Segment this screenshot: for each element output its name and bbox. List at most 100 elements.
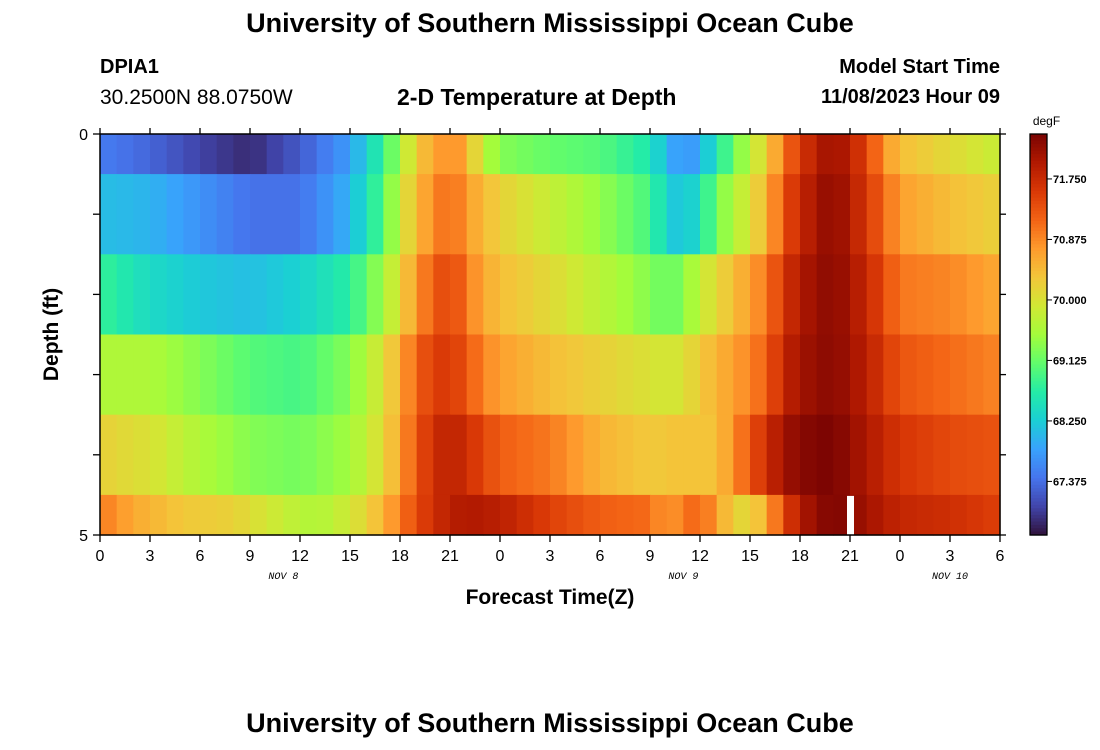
station-coordinates: 30.2500N 88.0750W <box>100 86 293 109</box>
heatmap-cell <box>266 494 284 536</box>
colorbar-swatch <box>1030 431 1047 436</box>
heatmap-cell <box>850 174 868 255</box>
colorbar-swatch <box>1030 134 1047 138</box>
colorbar-swatch <box>1030 397 1047 402</box>
heatmap-cell <box>766 254 784 336</box>
heatmap-cell <box>733 254 751 336</box>
heatmap-cell <box>700 334 718 416</box>
colorbar-tick-label: 70.000 <box>1053 295 1087 307</box>
heatmap-cell <box>833 254 851 336</box>
heatmap-cell <box>433 254 451 336</box>
heatmap-cell <box>233 494 251 536</box>
heatmap-cell <box>216 494 234 536</box>
heatmap-cell <box>400 494 418 536</box>
heatmap-cell <box>616 414 634 496</box>
colorbar-swatch <box>1030 411 1047 416</box>
heatmap-cell <box>683 174 701 255</box>
colorbar-swatch <box>1030 260 1047 265</box>
heatmap-cell <box>350 494 368 536</box>
heatmap-cell <box>933 414 951 496</box>
colorbar-swatch <box>1030 361 1047 366</box>
heatmap-cell <box>766 494 784 536</box>
heatmap-cell <box>150 334 168 416</box>
x-tick-label: 18 <box>791 548 809 565</box>
colorbar-swatch <box>1030 324 1047 329</box>
heatmap-cell <box>183 134 201 175</box>
heatmap-cell <box>333 414 351 496</box>
colorbar-swatch <box>1030 294 1047 299</box>
heatmap-cell <box>816 494 834 536</box>
colorbar-swatch <box>1030 147 1047 152</box>
heatmap-cell <box>416 494 434 536</box>
heatmap-cell <box>200 174 218 255</box>
colorbar-swatch <box>1030 217 1047 222</box>
colorbar-swatch <box>1030 331 1047 336</box>
page-title: University of Southern Mississippi Ocean… <box>246 8 854 38</box>
heatmap-cell <box>250 254 268 336</box>
heatmap-cell <box>833 414 851 496</box>
heatmap-cell <box>583 414 601 496</box>
heatmap-cell <box>500 414 518 496</box>
heatmap-cell <box>866 174 884 255</box>
heatmap-cell <box>133 174 151 255</box>
heatmap-cell <box>100 174 118 255</box>
heatmap-cell <box>633 174 651 255</box>
colorbar-swatch <box>1030 451 1047 456</box>
heatmap-cell <box>150 254 168 336</box>
heatmap-cell <box>883 414 901 496</box>
heatmap-cell <box>666 494 684 536</box>
heatmap-cell <box>583 254 601 336</box>
heatmap-cell <box>783 494 801 536</box>
colorbar-tick-label: 71.750 <box>1053 174 1087 186</box>
heatmap-cell <box>783 134 801 175</box>
heatmap-cell <box>333 174 351 255</box>
heatmap-cell <box>166 134 184 175</box>
colorbar-swatch <box>1030 364 1047 369</box>
heatmap-cell <box>650 414 668 496</box>
heatmap-cell <box>400 334 418 416</box>
x-tick-label: 0 <box>496 548 505 565</box>
heatmap-cell <box>100 414 118 496</box>
heatmap-cell <box>450 134 468 175</box>
heatmap-cell <box>133 254 151 336</box>
heatmap-cell <box>833 334 851 416</box>
colorbar-swatch <box>1030 461 1047 466</box>
heatmap-cell <box>266 254 284 336</box>
heatmap-cell <box>916 254 934 336</box>
heatmap-cell <box>433 174 451 255</box>
heatmap-cell <box>883 334 901 416</box>
colorbar-swatch <box>1030 230 1047 235</box>
colorbar-swatch <box>1030 444 1047 449</box>
colorbar-swatch <box>1030 301 1047 306</box>
heatmap-cell <box>216 134 234 175</box>
heatmap-cell <box>183 494 201 536</box>
heatmap-cell <box>450 494 468 536</box>
heatmap-cell <box>116 494 134 536</box>
heatmap-cell <box>416 334 434 416</box>
heatmap-cell <box>483 174 501 255</box>
colorbar-swatch <box>1030 240 1047 245</box>
heatmap-cell <box>383 174 401 255</box>
heatmap-cell <box>366 174 384 255</box>
heatmap-cell <box>550 174 568 255</box>
x-tick-label: 3 <box>946 548 955 565</box>
heatmap-cell <box>500 254 518 336</box>
plot-title: 2-D Temperature at Depth <box>397 84 677 110</box>
heatmap-cell <box>600 134 618 175</box>
colorbar-swatch <box>1030 281 1047 285</box>
colorbar-swatch <box>1030 424 1047 429</box>
colorbar-swatch <box>1030 357 1047 362</box>
heatmap-cell <box>966 134 984 175</box>
colorbar-swatch <box>1030 227 1047 232</box>
heatmap-cell <box>600 494 618 536</box>
heatmap-cell <box>766 134 784 175</box>
x-axis-ticks: 0 3 6 9 12 15 18 21 0 3 6 9 12 15 18 21 0 3 6 <box>96 128 1005 565</box>
x-tick-label: 18 <box>391 548 409 565</box>
x-tick-label: 12 <box>691 548 709 565</box>
colorbar-swatch <box>1030 187 1047 192</box>
heatmap-cell <box>250 174 268 255</box>
heatmap-cell <box>500 494 518 536</box>
colorbar-swatch <box>1030 184 1047 189</box>
heatmap-cell <box>950 334 968 416</box>
heatmap-cell <box>600 174 618 255</box>
